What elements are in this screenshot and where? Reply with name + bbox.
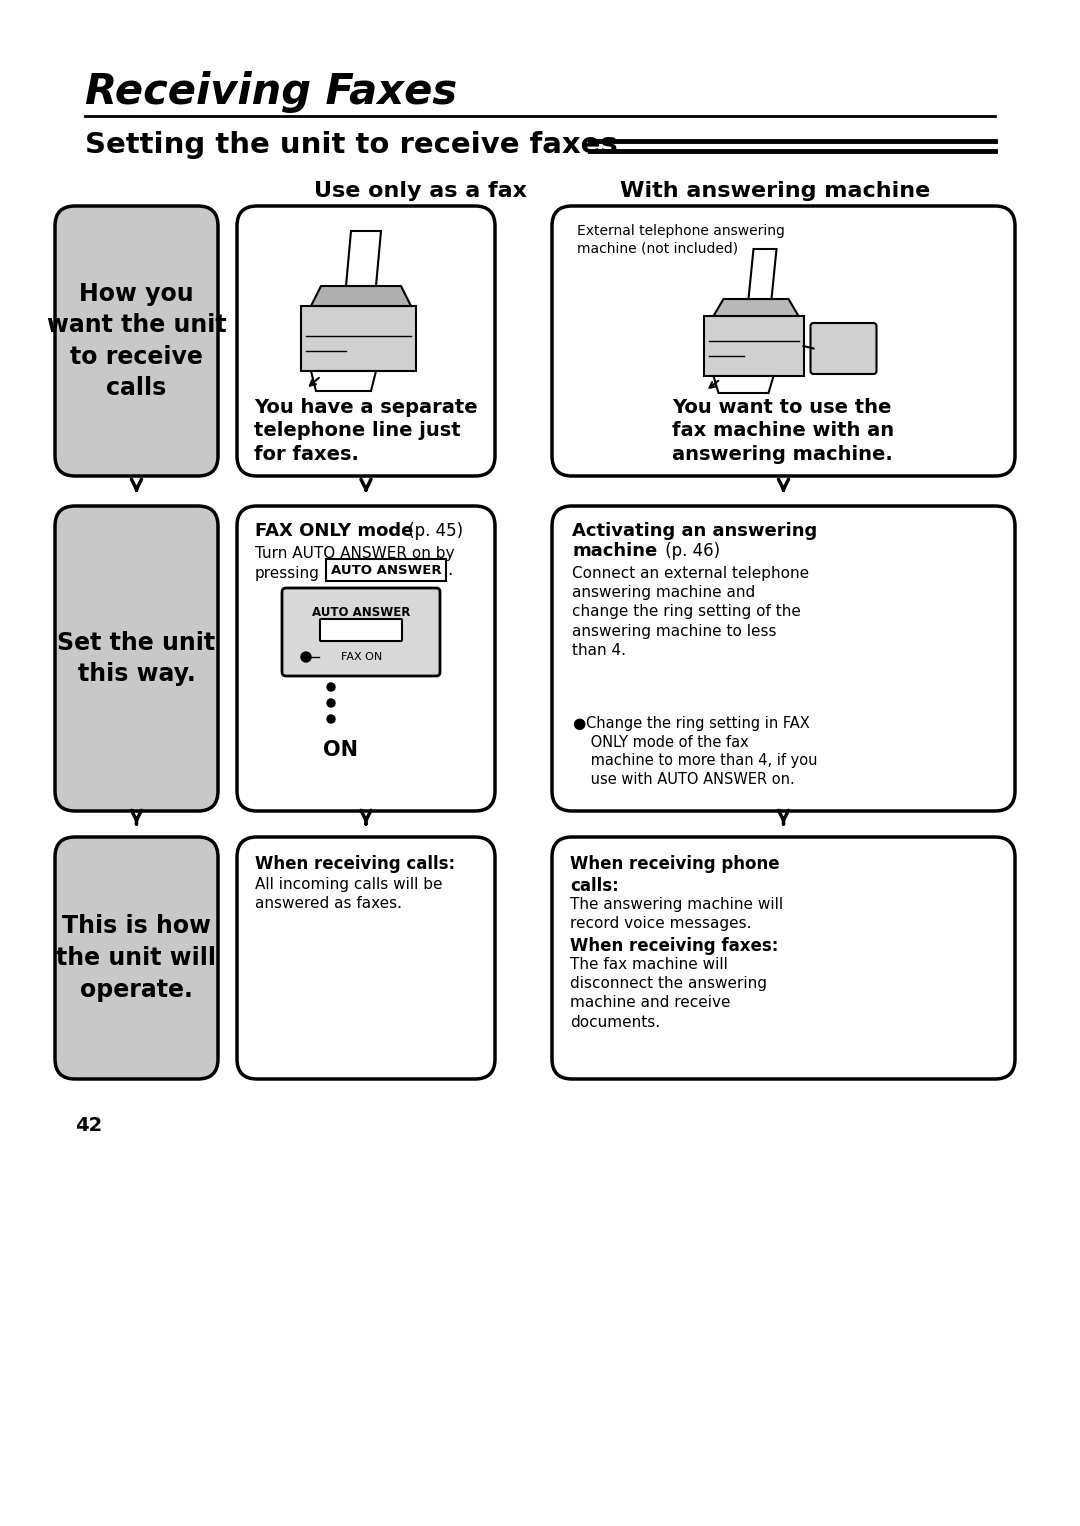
FancyBboxPatch shape bbox=[237, 206, 495, 476]
Text: pressing: pressing bbox=[255, 566, 320, 581]
Text: Set the unit
this way.: Set the unit this way. bbox=[57, 630, 216, 687]
Text: Connect an external telephone
answering machine and
change the ring setting of t: Connect an external telephone answering … bbox=[572, 566, 809, 658]
Circle shape bbox=[327, 684, 335, 691]
Text: You want to use the
fax machine with an
answering machine.: You want to use the fax machine with an … bbox=[673, 398, 894, 464]
Text: The answering machine will
record voice messages.: The answering machine will record voice … bbox=[570, 897, 783, 931]
Text: When receiving faxes:: When receiving faxes: bbox=[570, 937, 779, 955]
Polygon shape bbox=[748, 249, 777, 299]
FancyBboxPatch shape bbox=[55, 836, 218, 1079]
Text: AUTO ANSWER: AUTO ANSWER bbox=[312, 606, 410, 620]
Text: How you
want the unit
to receive
calls: How you want the unit to receive calls bbox=[46, 282, 227, 400]
Text: (p. 46): (p. 46) bbox=[660, 542, 720, 560]
Text: .: . bbox=[447, 562, 453, 578]
Circle shape bbox=[327, 699, 335, 707]
Text: machine: machine bbox=[572, 542, 658, 560]
FancyBboxPatch shape bbox=[552, 836, 1015, 1079]
Text: ●: ● bbox=[572, 716, 585, 731]
Text: Activating an answering: Activating an answering bbox=[572, 522, 818, 540]
Text: You have a separate
telephone line just
for faxes.: You have a separate telephone line just … bbox=[254, 398, 477, 464]
Text: Receiving Faxes: Receiving Faxes bbox=[85, 72, 457, 113]
FancyBboxPatch shape bbox=[55, 206, 218, 476]
FancyBboxPatch shape bbox=[237, 836, 495, 1079]
Text: Use only as a fax: Use only as a fax bbox=[313, 182, 527, 201]
Circle shape bbox=[327, 716, 335, 723]
Text: Change the ring setting in FAX
 ONLY mode of the fax
 machine to more than 4, if: Change the ring setting in FAX ONLY mode… bbox=[586, 716, 818, 787]
FancyBboxPatch shape bbox=[55, 507, 218, 810]
Text: External telephone answering
machine (not included): External telephone answering machine (no… bbox=[577, 224, 785, 255]
Text: With answering machine: With answering machine bbox=[620, 182, 930, 201]
Polygon shape bbox=[346, 230, 381, 285]
Text: AUTO ANSWER: AUTO ANSWER bbox=[330, 563, 442, 577]
FancyBboxPatch shape bbox=[326, 559, 446, 581]
Text: This is how
the unit will
operate.: This is how the unit will operate. bbox=[56, 914, 216, 1001]
Text: FAX ONLY mode: FAX ONLY mode bbox=[255, 522, 414, 540]
Text: When receiving calls:: When receiving calls: bbox=[255, 855, 455, 873]
FancyBboxPatch shape bbox=[552, 507, 1015, 810]
Text: ON: ON bbox=[323, 740, 357, 760]
Text: Turn AUTO ANSWER on by: Turn AUTO ANSWER on by bbox=[255, 546, 455, 562]
Circle shape bbox=[301, 652, 311, 662]
Text: When receiving phone
calls:: When receiving phone calls: bbox=[570, 855, 780, 896]
Text: All incoming calls will be
answered as faxes.: All incoming calls will be answered as f… bbox=[255, 877, 443, 911]
FancyBboxPatch shape bbox=[320, 620, 402, 641]
Polygon shape bbox=[311, 285, 411, 307]
FancyBboxPatch shape bbox=[237, 507, 495, 810]
Polygon shape bbox=[714, 299, 798, 316]
Text: 42: 42 bbox=[75, 1116, 103, 1135]
FancyBboxPatch shape bbox=[282, 588, 440, 676]
Polygon shape bbox=[311, 371, 376, 391]
Text: The fax machine will
disconnect the answering
machine and receive
documents.: The fax machine will disconnect the answ… bbox=[570, 957, 767, 1030]
FancyBboxPatch shape bbox=[810, 324, 877, 374]
Text: Setting the unit to receive faxes: Setting the unit to receive faxes bbox=[85, 131, 618, 159]
Text: (p. 45): (p. 45) bbox=[403, 522, 463, 540]
Polygon shape bbox=[301, 307, 416, 371]
FancyBboxPatch shape bbox=[552, 206, 1015, 476]
Polygon shape bbox=[714, 375, 773, 394]
Text: FAX ON: FAX ON bbox=[341, 652, 382, 662]
Polygon shape bbox=[703, 316, 804, 375]
